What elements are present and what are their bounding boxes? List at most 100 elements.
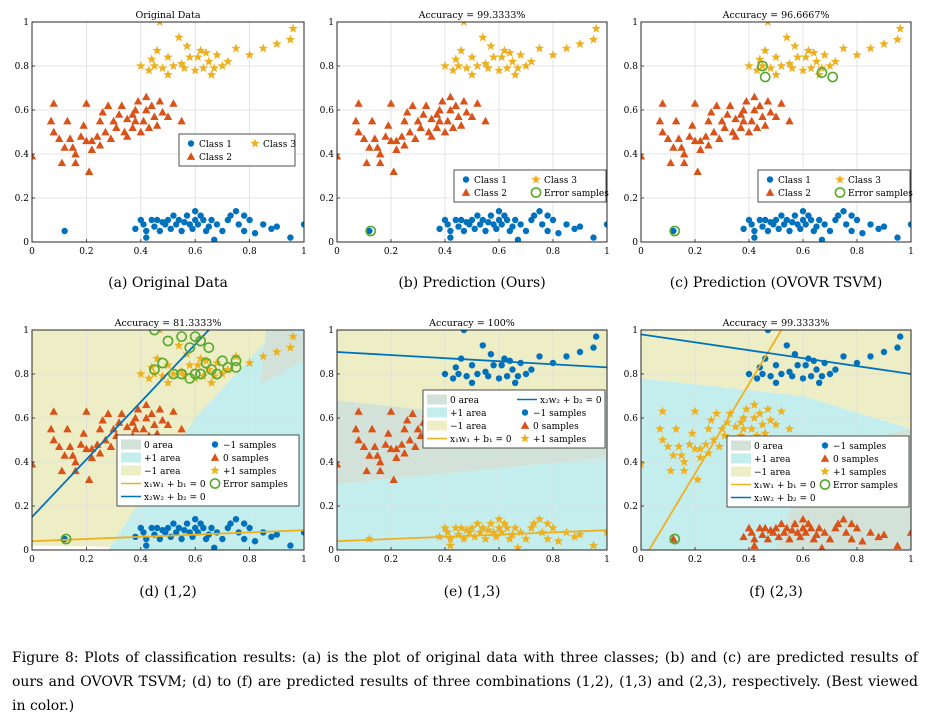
legend-swatch (121, 439, 141, 450)
x-tick-label: 0.6 (796, 555, 811, 565)
data-point-class3 (819, 50, 830, 60)
data-point-class1 (544, 227, 551, 235)
data-point-zero (123, 422, 132, 431)
y-tick-label: 1 (328, 18, 334, 28)
data-point-plus (679, 465, 689, 475)
error-sample (230, 355, 242, 367)
legend-box (453, 169, 607, 203)
data-point-class1 (816, 216, 823, 224)
data-point-class3 (223, 56, 233, 66)
data-point-class2 (750, 92, 759, 101)
data-point-class1 (447, 234, 454, 241)
data-point-class3 (787, 63, 797, 73)
data-point-class2 (112, 123, 121, 131)
error-sample (669, 533, 681, 545)
data-point-minus (487, 351, 495, 358)
data-point-zero (359, 442, 369, 450)
data-point-class3 (136, 61, 146, 71)
data-point-plus (491, 531, 502, 541)
y-tick-label: 0.8 (15, 370, 30, 380)
data-point-class3 (206, 69, 217, 79)
x-tick-label: 0.4 (438, 247, 453, 257)
data-point-class2 (408, 101, 417, 109)
data-point-class3 (460, 22, 467, 27)
data-point-class2 (736, 110, 746, 118)
axes-frame (336, 329, 608, 551)
data-point-class1 (802, 221, 809, 228)
data-point-plus (730, 421, 741, 431)
legend: Class 1 Class 3 Class 2 (178, 133, 296, 167)
data-point-plus (195, 353, 206, 363)
data-point-zero (351, 424, 361, 433)
data-point-minus (576, 348, 584, 356)
data-point-plus (496, 527, 507, 537)
data-point-minus (514, 373, 522, 380)
data-point-minus (143, 542, 150, 549)
data-point-zero (155, 405, 165, 413)
y-tick-label: 0.8 (624, 370, 639, 380)
data-point-class2 (362, 158, 371, 167)
data-point-class1 (514, 236, 522, 242)
y-tick-label: 0.2 (15, 502, 29, 512)
data-point-plus (738, 424, 749, 434)
data-point-class3 (198, 63, 209, 73)
data-point-minus (181, 527, 188, 534)
data-point-minus (208, 524, 215, 532)
data-point-plus (760, 428, 770, 438)
data-point-class2 (386, 136, 396, 145)
hyperplane_2-line (641, 333, 911, 375)
legend-label: +1 area (754, 455, 791, 465)
data-point-class1 (219, 227, 226, 235)
data-point-plus (480, 534, 491, 544)
y-tick-label: 0 (328, 238, 334, 248)
legend-label: Error samples (223, 480, 288, 490)
data-point-zero (79, 429, 88, 437)
error-sample (157, 357, 168, 369)
data-point-class2 (400, 116, 409, 125)
data-point-class2 (690, 136, 700, 145)
data-point-class3 (258, 43, 268, 53)
data-point-class3 (806, 63, 816, 73)
data-point-class2 (128, 110, 137, 118)
data-point-plus (185, 360, 195, 370)
data-point-class2 (46, 116, 56, 125)
data-point-zero (376, 466, 385, 475)
data-point-class1 (232, 208, 240, 215)
data-point-class3 (488, 52, 499, 62)
data-point-plus (209, 371, 219, 381)
data-point-class3 (209, 63, 219, 73)
data-point-zero (362, 466, 371, 475)
data-point-minus (273, 531, 280, 538)
data-point-plus (505, 534, 515, 544)
data-point-zero (392, 444, 401, 453)
data-point-class3 (561, 43, 572, 53)
data-point-plus (459, 534, 469, 544)
data-point-plus (486, 518, 496, 528)
legend-box (726, 435, 910, 508)
data-point-class1 (143, 234, 150, 241)
data-point-class1 (487, 212, 495, 219)
data-point-minus (789, 373, 796, 380)
data-point-class3 (760, 45, 770, 55)
error-sample (222, 362, 234, 373)
data-point-class2 (117, 101, 126, 109)
data-point-plus (746, 424, 757, 434)
data-point-plus (657, 406, 668, 416)
data-point-class2 (400, 141, 409, 149)
data-point-class1 (751, 234, 758, 241)
data-point-class3 (771, 52, 781, 62)
data-point-class2 (448, 123, 458, 131)
data-point-class2 (152, 121, 162, 129)
legend-label: +1 samples (223, 467, 277, 477)
data-point-zero (103, 409, 113, 417)
legend-label: 0 area (450, 396, 480, 406)
legend-marker (820, 454, 830, 462)
data-point-class3 (895, 23, 905, 33)
data-point-class2 (370, 134, 379, 142)
y-tick-label: 0.2 (624, 502, 638, 512)
data-point-minus (460, 330, 468, 334)
chart-panel-c: 0 0.2 0.4 0.6 0.8 1 0 0.2 0.4 0.6 0.8 1 Accuracy = 9… (624, 10, 914, 257)
data-point-class3 (865, 43, 876, 53)
data-point-class1 (205, 223, 212, 230)
data-point-plus (537, 527, 547, 537)
